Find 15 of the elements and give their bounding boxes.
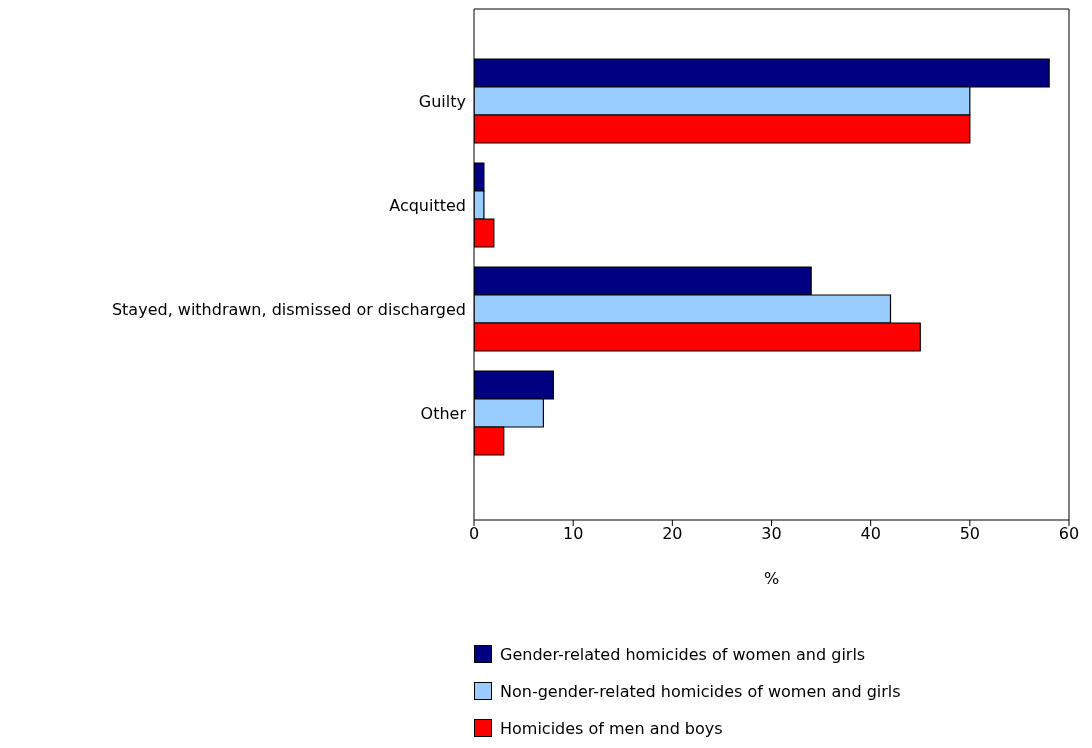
x-tick-label: 30 xyxy=(761,524,782,544)
y-tick-label: Stayed, withdrawn, dismissed or discharged xyxy=(111,299,466,319)
legend-label: Gender-related homicides of women and girls xyxy=(500,644,866,664)
y-tick-label: Guilty xyxy=(418,91,466,111)
x-tick-label: 0 xyxy=(468,524,480,544)
x-tick-label: 10 xyxy=(562,524,584,544)
x-tick-label: 20 xyxy=(662,524,683,544)
x-tick-label: 40 xyxy=(860,524,881,544)
legend-label: Homicides of men and boys xyxy=(500,718,723,738)
y-tick-label: Acquitted xyxy=(389,195,466,215)
x-tick-label: 50 xyxy=(959,524,981,544)
x-axis-title: % xyxy=(763,569,780,588)
y-tick-label: Other xyxy=(420,403,467,423)
x-tick-label: 60 xyxy=(1058,524,1080,544)
legend-label: Non-gender-related homicides of women and girls xyxy=(500,681,901,701)
